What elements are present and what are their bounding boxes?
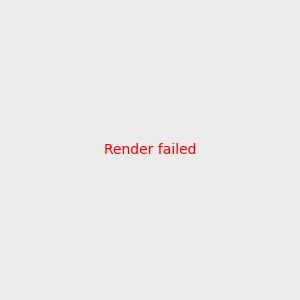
Text: Render failed: Render failed <box>104 143 196 157</box>
